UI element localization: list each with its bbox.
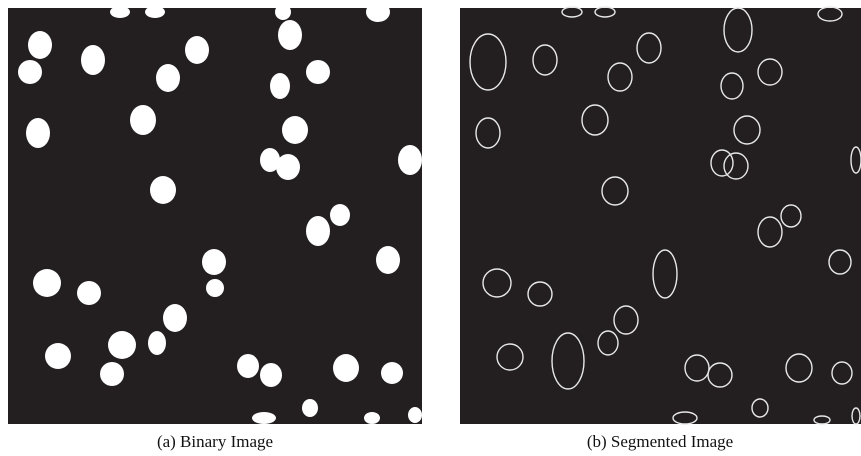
blob [333, 354, 359, 382]
caption: (a) Binary Image [157, 432, 273, 451]
blob [276, 154, 300, 180]
blob [33, 269, 61, 297]
blob [156, 64, 180, 92]
blob [364, 412, 380, 424]
blob [145, 6, 165, 18]
blob [148, 331, 166, 355]
blob [26, 118, 50, 148]
blob [18, 60, 42, 84]
blob [408, 407, 422, 423]
blob [108, 331, 136, 359]
blob [206, 279, 224, 297]
blob [202, 249, 226, 275]
blob [81, 45, 105, 75]
blob [366, 2, 390, 22]
blob [381, 362, 403, 384]
blob [275, 4, 291, 20]
blob [282, 116, 308, 144]
blob [398, 145, 422, 175]
blob [45, 343, 71, 369]
blob [252, 412, 276, 424]
binary-image [8, 8, 422, 424]
blob [330, 204, 350, 226]
blob [163, 304, 187, 332]
blob [100, 362, 124, 386]
figure: (a) Binary Image (b) Segmented Image [0, 0, 861, 456]
blob [306, 60, 330, 84]
blob [130, 105, 156, 135]
blob [302, 399, 318, 417]
blob [150, 176, 176, 204]
blob [278, 20, 302, 50]
blob [28, 31, 52, 59]
caption: (b) Segmented Image [587, 432, 733, 451]
blob [185, 36, 209, 64]
blob [237, 354, 259, 378]
blob [77, 281, 101, 305]
blob [270, 73, 290, 99]
blob [260, 363, 282, 387]
blob [110, 6, 130, 18]
blob [306, 216, 330, 246]
blob [376, 246, 400, 274]
page: (a) Binary Image (b) Segmented Image (()… [0, 0, 861, 456]
